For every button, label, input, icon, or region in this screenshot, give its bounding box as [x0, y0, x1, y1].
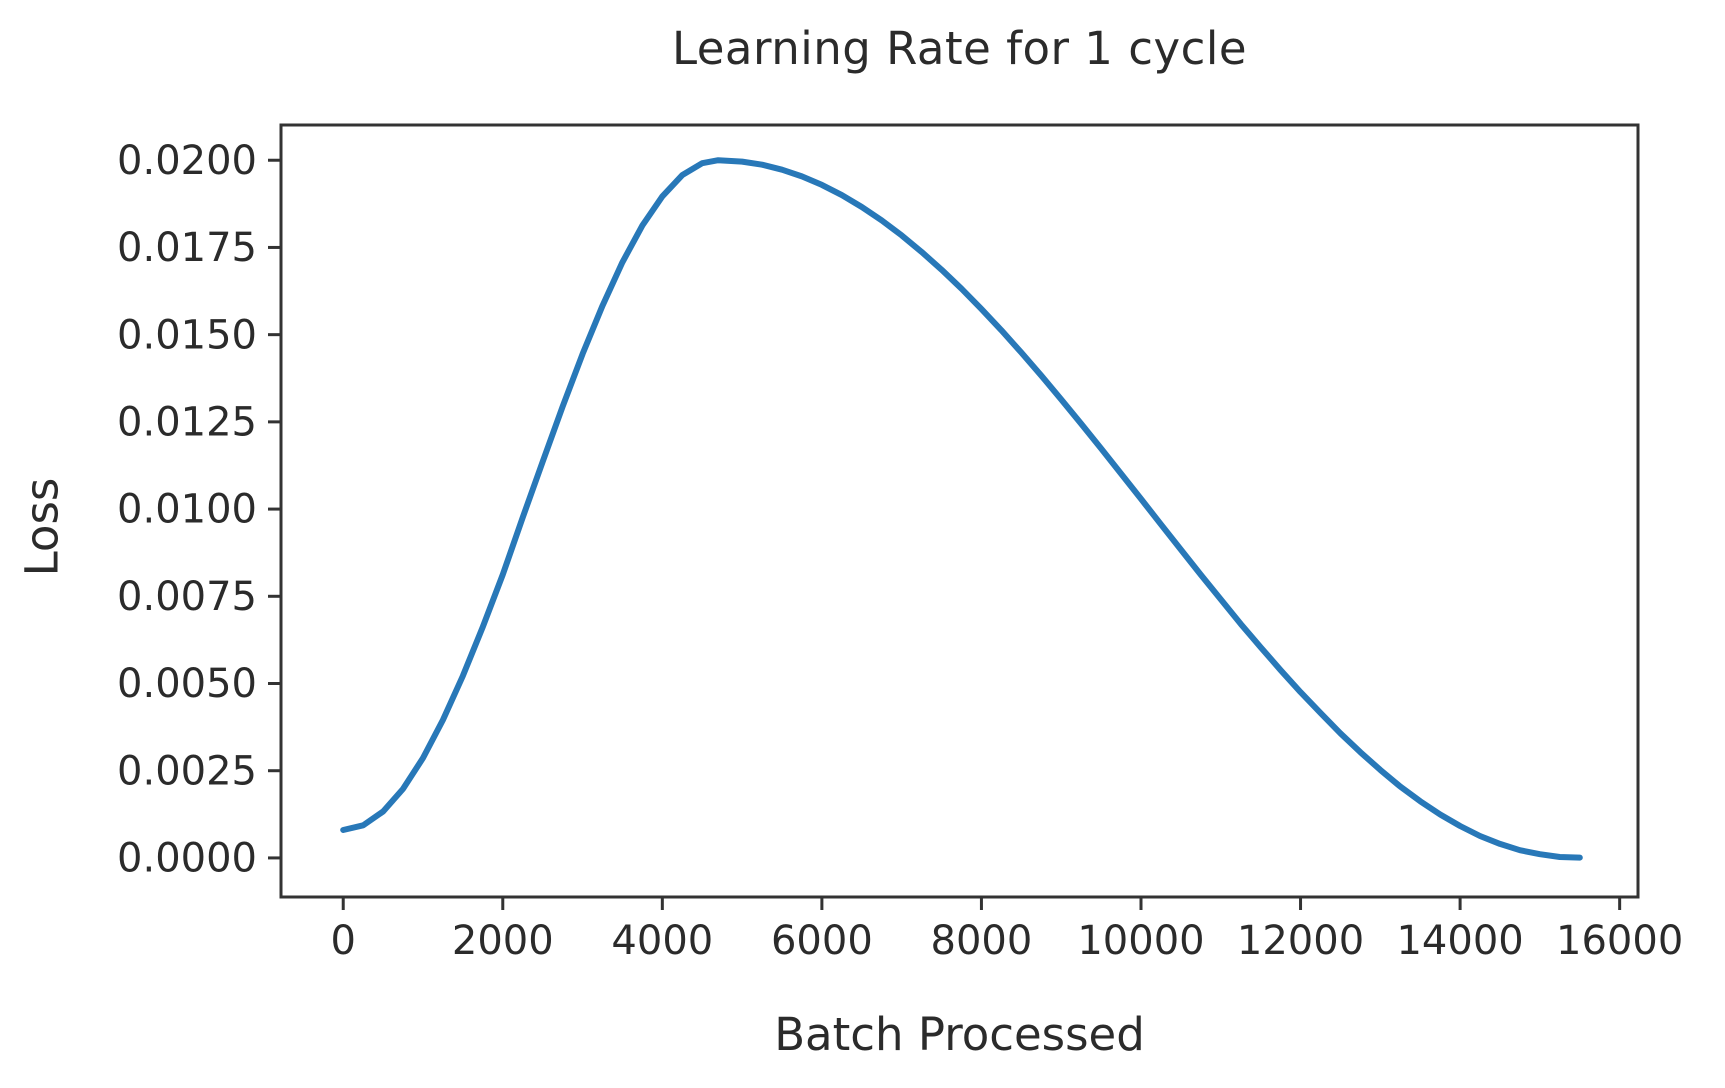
y-tick-label: 0.0050	[117, 661, 257, 707]
y-tick-label: 0.0200	[117, 138, 257, 184]
y-tick-label: 0.0150	[117, 312, 257, 358]
x-tick-label: 0	[330, 918, 355, 964]
y-tick-label: 0.0025	[117, 748, 257, 794]
x-axis-label: Batch Processed	[774, 1008, 1145, 1061]
axes-spines	[279, 123, 1640, 899]
x-tick-label: 10000	[1077, 918, 1204, 964]
x-tick-label: 16000	[1556, 918, 1683, 964]
y-tick-label: 0.0125	[117, 399, 257, 445]
x-tick-label: 8000	[931, 918, 1033, 964]
y-tick-label: 0.0075	[117, 574, 257, 620]
y-tick-label: 0.0100	[117, 487, 257, 533]
y-tick-label: 0.0175	[117, 225, 257, 271]
x-tick-label: 14000	[1396, 918, 1523, 964]
x-tick-label: 4000	[611, 918, 713, 964]
x-tick-label: 2000	[452, 918, 554, 964]
chart-title: Learning Rate for 1 cycle	[671, 22, 1248, 75]
x-tick-label: 12000	[1237, 918, 1364, 964]
x-tick-label: 6000	[771, 918, 873, 964]
y-tick-label: 0.0000	[117, 836, 257, 882]
learning-rate-curve	[340, 157, 1583, 861]
